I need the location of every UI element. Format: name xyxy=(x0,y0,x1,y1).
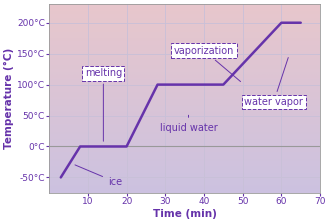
Text: water vapor: water vapor xyxy=(244,58,303,107)
Text: ice: ice xyxy=(75,165,122,187)
Y-axis label: Temperature (°C): Temperature (°C) xyxy=(4,48,14,149)
X-axis label: Time (min): Time (min) xyxy=(153,209,216,219)
Text: vaporization: vaporization xyxy=(174,45,241,82)
Text: liquid water: liquid water xyxy=(160,115,217,133)
Text: melting: melting xyxy=(85,68,122,141)
